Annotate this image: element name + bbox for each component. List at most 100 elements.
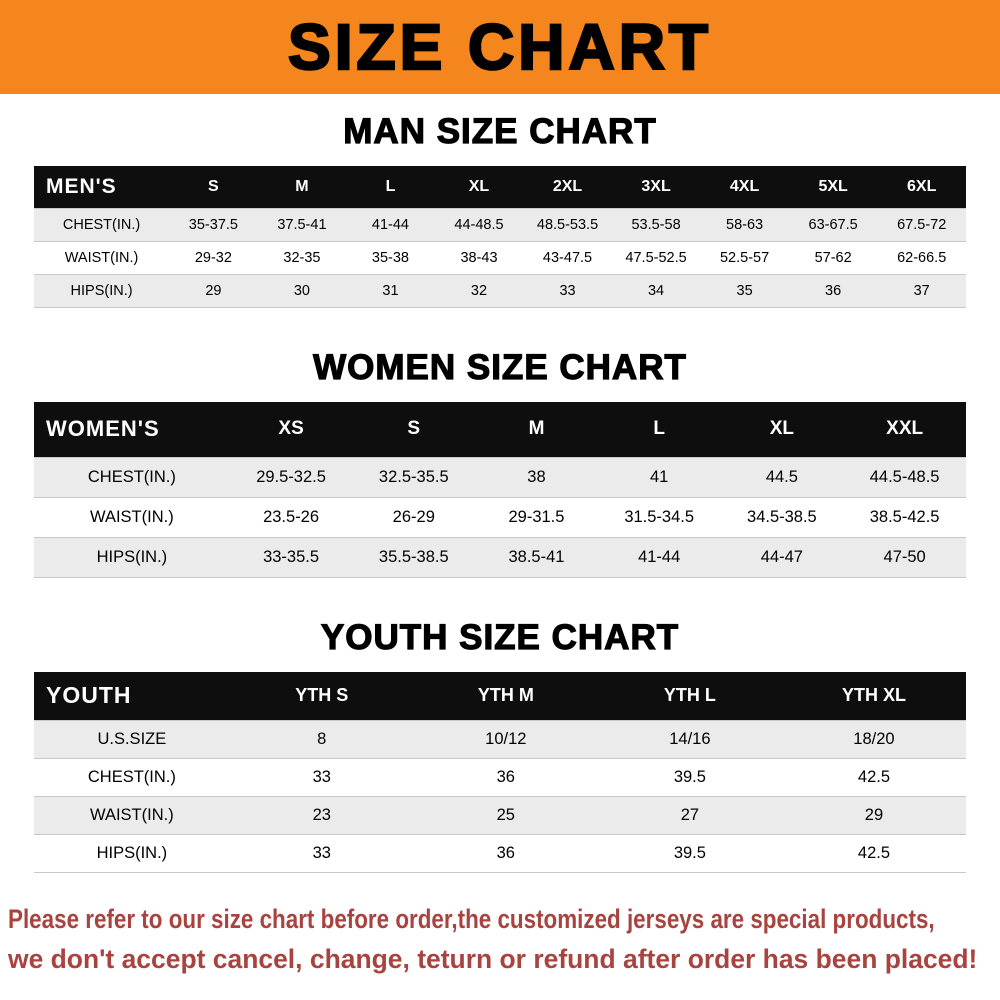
- row-label-cell: HIPS(IN.): [34, 537, 230, 578]
- value-cell: 42.5: [781, 758, 966, 797]
- row-label-cell: WAIST(IN.): [34, 796, 230, 835]
- value-cell: 23: [229, 796, 414, 835]
- table-row: CHEST(IN.) 33 36 39.5 42.5: [34, 758, 966, 797]
- value-cell: 35: [700, 274, 789, 308]
- row-label-cell: WAIST(IN.): [34, 497, 230, 538]
- value-cell: 57-62: [788, 241, 878, 275]
- value-cell: 44.5: [720, 457, 844, 498]
- value-cell: 35.5-38.5: [352, 537, 476, 578]
- value-cell: 44.5-48.5: [843, 457, 966, 498]
- table-row: U.S.SIZE 8 10/12 14/16 18/20: [34, 719, 966, 759]
- table-row: CHEST(IN.) 29.5-32.5 32.5-35.5 38 41 44.5 44.5…: [34, 457, 966, 498]
- value-cell: 43-47.5: [523, 241, 612, 275]
- table-row: WAIST(IN.) 23.5-26 26-29 29-31.5 31.5-34.5 34…: [34, 497, 966, 538]
- size-column-header: 4XL: [700, 166, 789, 208]
- footer-line-2: we don't accept cancel, change, teturn o…: [8, 943, 978, 974]
- value-cell: 36: [413, 758, 598, 797]
- value-cell: 37: [877, 274, 966, 308]
- value-cell: 10/12: [413, 719, 598, 759]
- size-column-header: XL: [720, 401, 844, 458]
- men-size-table: MEN'S S M L XL 2XL 3XL 4XL 5XL 6XL CHEST(IN.) 35-37…: [34, 166, 966, 308]
- table-row: HIPS(IN.) 29 30 31 32 33 34 35 36 37: [34, 274, 966, 308]
- table-row: HIPS(IN.) 33 36 39.5 42.5: [34, 834, 966, 873]
- size-column-header: XXL: [843, 401, 966, 458]
- size-column-header: YTH S: [229, 672, 414, 720]
- women-size-table: WOMEN'S XS S M L XL XXL CHEST(IN.) 29.5-32.5 32.5…: [34, 401, 966, 578]
- youth-section-heading: YOUTH SIZE CHART: [320, 617, 680, 657]
- size-column-header: XS: [229, 401, 353, 458]
- value-cell: 27: [597, 796, 782, 835]
- size-column-header: YTH L: [597, 672, 782, 720]
- row-label-cell: WAIST(IN.): [34, 241, 170, 275]
- value-cell: 26-29: [352, 497, 476, 538]
- size-column-header: 2XL: [523, 166, 612, 208]
- size-column-header: 5XL: [788, 166, 878, 208]
- value-cell: 30: [257, 274, 347, 308]
- value-cell: 35-38: [346, 241, 435, 275]
- value-cell: 53.5-58: [611, 207, 701, 242]
- value-cell: 34: [611, 274, 701, 308]
- value-cell: 29-32: [169, 241, 258, 275]
- header-row: MEN'S S M L XL 2XL 3XL 4XL 5XL 6XL: [34, 166, 966, 208]
- banner-title: SIZE CHART: [287, 10, 712, 85]
- value-cell: 31.5-34.5: [597, 497, 721, 538]
- value-cell: 8: [229, 719, 414, 759]
- size-column-header: 3XL: [611, 166, 701, 208]
- value-cell: 33-35.5: [229, 537, 353, 578]
- row-label-cell: HIPS(IN.): [34, 274, 170, 308]
- value-cell: 25: [413, 796, 598, 835]
- value-cell: 63-67.5: [788, 207, 878, 242]
- size-column-header: XL: [434, 166, 524, 208]
- value-cell: 31: [346, 274, 435, 308]
- value-cell: 41: [597, 457, 721, 498]
- man-section-heading: MAN SIZE CHART: [343, 111, 657, 151]
- value-cell: 36: [413, 834, 598, 873]
- value-cell: 36: [788, 274, 878, 308]
- table-row: WAIST(IN.) 23 25 27 29: [34, 796, 966, 835]
- value-cell: 33: [229, 758, 414, 797]
- value-cell: 23.5-26: [229, 497, 353, 538]
- value-cell: 44-47: [720, 537, 844, 578]
- value-cell: 33: [229, 834, 414, 873]
- value-cell: 67.5-72: [877, 207, 966, 242]
- value-cell: 48.5-53.5: [523, 207, 612, 242]
- value-cell: 47-50: [843, 537, 966, 578]
- table-title-cell: WOMEN'S: [34, 401, 230, 458]
- size-column-header: YTH XL: [781, 672, 966, 720]
- value-cell: 41-44: [346, 207, 435, 242]
- value-cell: 42.5: [781, 834, 966, 873]
- value-cell: 44-48.5: [434, 207, 524, 242]
- value-cell: 32-35: [257, 241, 347, 275]
- size-column-header: 6XL: [877, 166, 966, 208]
- footer-line-1: Please refer to our size chart before or…: [8, 903, 935, 934]
- row-label-cell: CHEST(IN.): [34, 457, 230, 498]
- size-chart-banner: SIZE CHART: [0, 0, 1000, 94]
- size-column-header: L: [597, 401, 721, 458]
- value-cell: 14/16: [597, 719, 782, 759]
- row-label-cell: CHEST(IN.): [34, 758, 230, 797]
- table-row: WAIST(IN.) 29-32 32-35 35-38 38-43 43-47.5 47.…: [34, 241, 966, 275]
- value-cell: 29.5-32.5: [229, 457, 353, 498]
- value-cell: 35-37.5: [169, 207, 258, 242]
- size-column-header: M: [475, 401, 598, 458]
- value-cell: 62-66.5: [877, 241, 966, 275]
- women-section-heading: WOMEN SIZE CHART: [313, 347, 687, 387]
- value-cell: 39.5: [597, 834, 782, 873]
- table-row: HIPS(IN.) 33-35.5 35.5-38.5 38.5-41 41-44 44-…: [34, 537, 966, 578]
- header-row: WOMEN'S XS S M L XL XXL: [34, 401, 966, 458]
- table-title-cell: MEN'S: [34, 166, 170, 208]
- table-row: CHEST(IN.) 35-37.5 37.5-41 41-44 44-48.5 48.5…: [34, 207, 966, 242]
- value-cell: 58-63: [700, 207, 789, 242]
- value-cell: 47.5-52.5: [611, 241, 701, 275]
- value-cell: 37.5-41: [257, 207, 347, 242]
- size-column-header: S: [352, 401, 476, 458]
- value-cell: 41-44: [597, 537, 721, 578]
- row-label-cell: CHEST(IN.): [34, 207, 170, 242]
- value-cell: 18/20: [781, 719, 966, 759]
- value-cell: 52.5-57: [700, 241, 789, 275]
- size-column-header: M: [257, 166, 347, 208]
- value-cell: 34.5-38.5: [720, 497, 844, 538]
- value-cell: 29: [169, 274, 258, 308]
- value-cell: 32.5-35.5: [352, 457, 476, 498]
- value-cell: 33: [523, 274, 612, 308]
